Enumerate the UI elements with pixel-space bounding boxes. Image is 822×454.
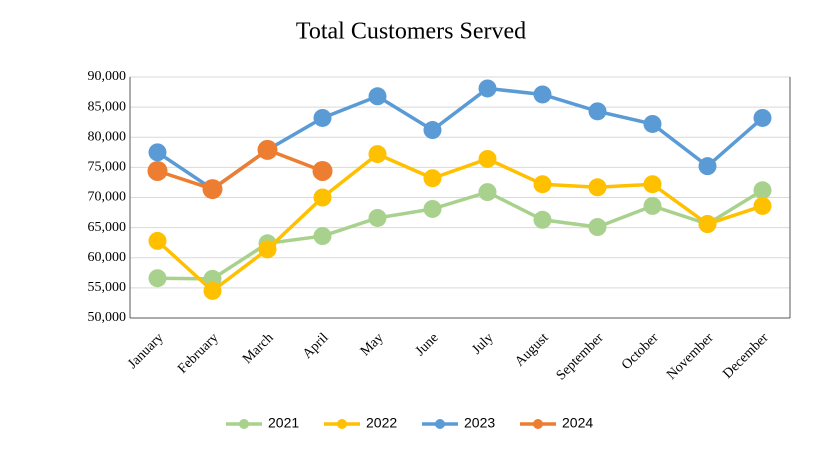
point (698, 215, 717, 234)
point (203, 281, 222, 300)
legend-label: 2021 (268, 415, 299, 431)
x-tick-label: October (619, 330, 662, 373)
point (588, 178, 607, 197)
y-tick-label: 85,000 (88, 99, 127, 114)
point (312, 160, 333, 181)
point (643, 114, 662, 133)
legend-label: 2024 (562, 415, 593, 431)
legend-marker (239, 419, 249, 429)
x-tick-label: August (512, 330, 551, 369)
x-tick-label: November (664, 330, 717, 383)
x-tick-label: September (554, 330, 607, 383)
point (368, 145, 387, 164)
legend-label: 2023 (464, 415, 495, 431)
point (147, 160, 168, 181)
x-tick-label: July (469, 330, 496, 357)
point (753, 181, 772, 200)
point (478, 79, 497, 98)
point (313, 227, 332, 246)
x-tick-label: April (300, 330, 332, 362)
point (753, 108, 772, 127)
x-tick-label: December (720, 330, 772, 382)
x-tick-label: January (125, 330, 166, 371)
y-tick-label: 55,000 (88, 280, 127, 295)
point (313, 108, 332, 127)
point (698, 157, 717, 176)
y-tick-label: 70,000 (88, 190, 127, 205)
point (423, 199, 442, 218)
point (478, 149, 497, 168)
series-line (157, 188, 764, 281)
chart-title: Total Customers Served (296, 19, 526, 45)
point (423, 121, 442, 140)
y-tick-label: 50,000 (88, 310, 127, 325)
y-tick-label: 90,000 (88, 69, 127, 84)
point (148, 143, 167, 162)
point (313, 188, 332, 207)
point (753, 196, 772, 215)
y-tick-label: 75,000 (88, 160, 127, 175)
legend-marker (337, 419, 347, 429)
series-line (156, 152, 764, 294)
point (257, 139, 278, 160)
point (148, 231, 167, 250)
x-tick-label: June (413, 330, 442, 359)
point (368, 208, 387, 227)
point (588, 218, 607, 237)
point (423, 169, 442, 188)
point (643, 175, 662, 194)
point (643, 196, 662, 215)
y-tick-label: 80,000 (88, 129, 127, 144)
y-tick-label: 65,000 (88, 220, 127, 235)
legend: 2021 2022 2023 2024 (226, 415, 593, 431)
point (368, 87, 387, 106)
legend-marker (533, 419, 543, 429)
series-line (156, 147, 324, 192)
legend-label: 2022 (366, 415, 397, 431)
x-tick-label: May (358, 330, 387, 359)
legend-marker (435, 419, 445, 429)
x-tick-label: February (175, 330, 221, 376)
point (148, 269, 167, 288)
point (533, 85, 552, 104)
point (202, 179, 223, 200)
x-tick-label: March (240, 330, 276, 366)
point (533, 210, 552, 229)
point (258, 240, 277, 259)
point (533, 175, 552, 194)
y-tick-label: 60,000 (88, 250, 127, 265)
point (478, 183, 497, 202)
series-line (156, 86, 764, 192)
point (588, 102, 607, 121)
